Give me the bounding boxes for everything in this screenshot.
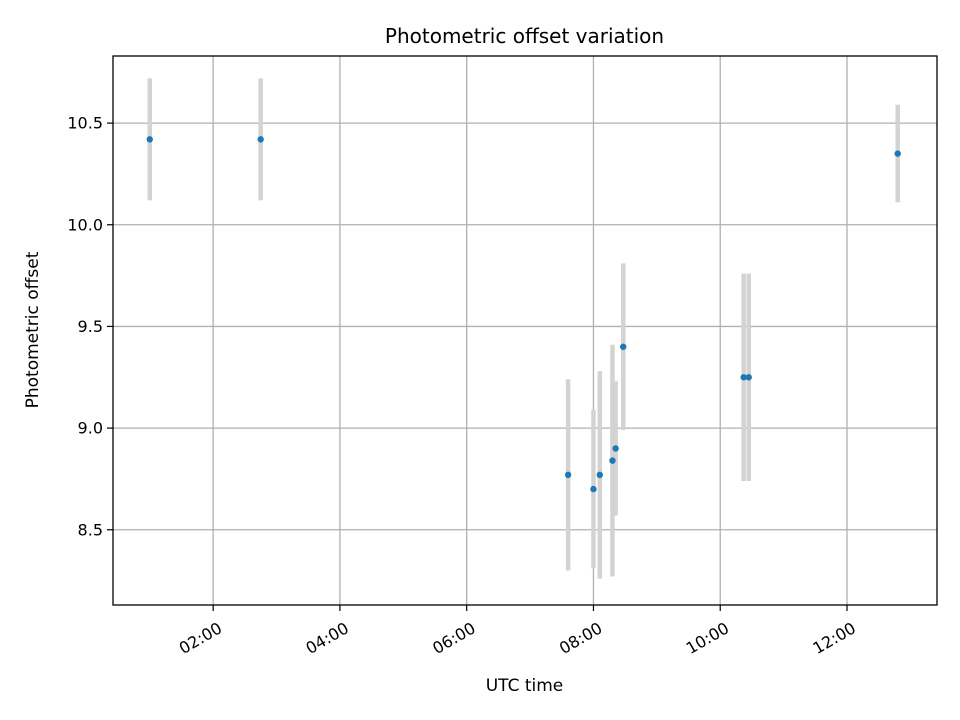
x-tick-label: 06:00	[429, 618, 478, 658]
data-point	[612, 445, 619, 452]
data-points	[146, 136, 901, 493]
x-axis-ticks: 02:00 04:00 06:00 08:00 10:00 12:00	[176, 605, 859, 658]
x-tick-label: 12:00	[810, 618, 859, 658]
data-point	[740, 374, 747, 381]
y-tick-label: 8.5	[78, 520, 103, 539]
x-tick-label: 08:00	[556, 618, 605, 658]
data-point	[590, 485, 597, 493]
grid	[113, 56, 937, 605]
y-tick-label: 9.0	[78, 419, 103, 438]
errorbars	[147, 78, 900, 579]
data-point	[745, 374, 752, 381]
x-axis-label: UTC time	[486, 676, 564, 696]
y-tick-label: 10.5	[67, 114, 103, 133]
x-tick-label: 02:00	[176, 618, 225, 658]
data-point	[146, 136, 153, 143]
y-tick-label: 9.5	[78, 317, 103, 336]
data-point	[609, 457, 616, 464]
y-axis-ticks: 8.5 9.0 9.5 10.0 10.5	[67, 114, 113, 539]
data-point	[564, 471, 572, 479]
data-point	[620, 343, 627, 350]
data-point	[257, 136, 264, 143]
x-tick-label: 10:00	[683, 618, 732, 658]
y-tick-label: 10.0	[67, 215, 103, 234]
y-axis-label: Photometric offset	[23, 251, 43, 408]
plot-frame	[112, 55, 938, 606]
x-tick-label: 04:00	[302, 618, 351, 658]
chart-title: Photometric offset variation	[385, 24, 664, 48]
data-point	[596, 471, 603, 479]
data-point	[894, 150, 901, 157]
